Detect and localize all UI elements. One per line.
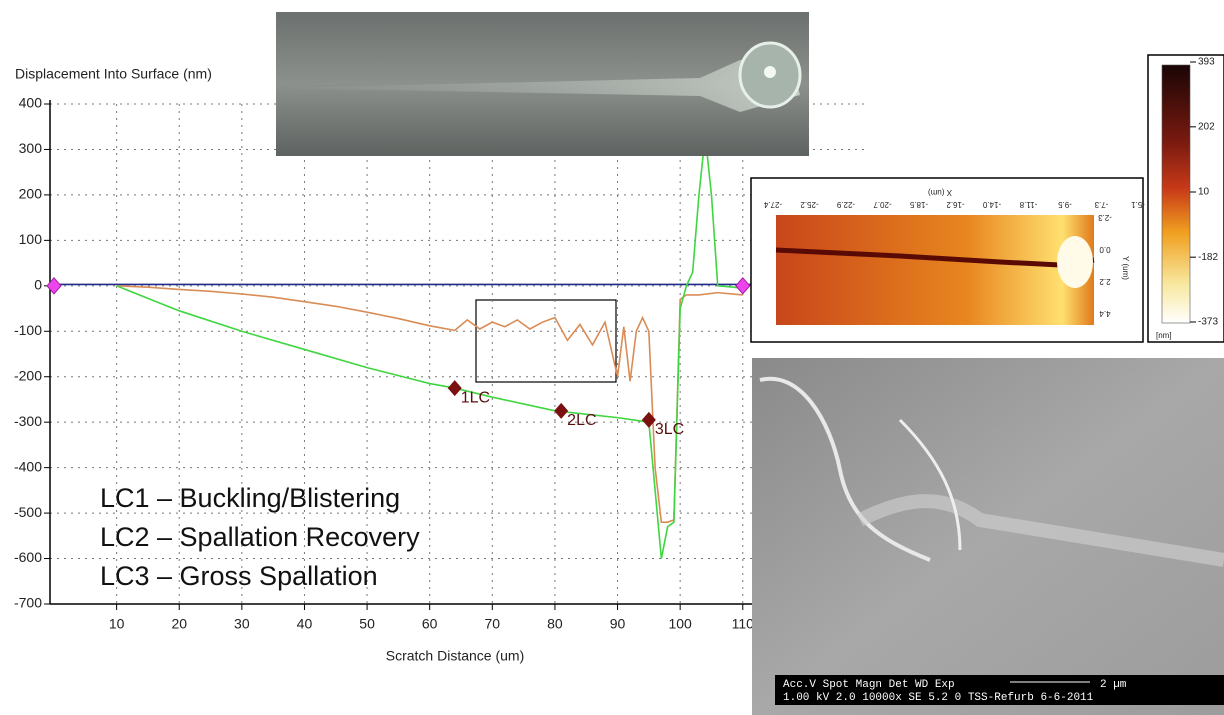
y-tick-label: 100 (19, 231, 43, 247)
afm-x-tick: -11.8 (1019, 200, 1037, 209)
colorbar-tick-label: 202 (1198, 121, 1215, 132)
afm-y-tick: -2.3 (1098, 213, 1112, 222)
optical-image (276, 12, 809, 156)
sem-header: Acc.V Spot Magn Det WD Exp (783, 679, 955, 691)
annotation: LC2 – Spallation Recovery (100, 522, 420, 552)
y-tick-label: -600 (14, 549, 42, 565)
x-tick-label: 50 (359, 616, 375, 632)
x-tick-label: 30 (234, 616, 250, 632)
critical-load-label: 2LC (567, 412, 596, 429)
afm-y-tick: 0.0 (1099, 245, 1111, 254)
y-tick-label: -200 (14, 367, 42, 383)
x-tick-label: 110 (732, 616, 755, 632)
colorbar-tick-label: 10 (1198, 187, 1210, 198)
annotation: LC3 – Gross Spallation (100, 561, 378, 591)
afm-x-tick: -25.2 (800, 200, 819, 209)
colorbar-tick-label: -182 (1198, 252, 1218, 263)
y-tick-label: 300 (19, 140, 43, 156)
end-marker (736, 278, 750, 294)
afm-x-tick: -27.4 (763, 200, 782, 209)
x-tick-label: 70 (485, 616, 501, 632)
end-marker (47, 278, 61, 294)
y-tick-label: -300 (14, 413, 42, 429)
annotation: LC1 – Buckling/Blistering (100, 483, 400, 513)
y-tick-label: -700 (14, 595, 42, 611)
afm-y-tick: 2.2 (1099, 277, 1111, 286)
x-tick-label: 20 (171, 616, 187, 632)
colorbar-unit: [nm] (1156, 331, 1172, 340)
sem-scale: 2 µm (1100, 679, 1127, 691)
critical-load-marker (448, 380, 462, 396)
y-tick-label: 0 (34, 277, 42, 293)
critical-load-label: 1LC (461, 389, 490, 406)
x-tick-label: 60 (422, 616, 438, 632)
critical-load-label: 3LC (655, 421, 684, 438)
critical-load-marker (554, 403, 568, 419)
sem-image: Acc.V Spot Magn Det WD Exp 1.00 kV 2.0 1… (752, 358, 1224, 715)
y-tick-label: 200 (19, 186, 43, 202)
afm-x-tick: -16.2 (946, 200, 965, 209)
x-tick-label: 10 (109, 616, 125, 632)
x-tick-label: 100 (668, 616, 692, 632)
sem-values: 1.00 kV 2.0 10000x SE 5.2 0 TSS-Refurb 6… (783, 692, 1094, 704)
afm-x-tick: -18.5 (909, 200, 928, 209)
afm-x-tick: -5.1 (1131, 200, 1145, 209)
afm-y-tick: 4.4 (1099, 309, 1111, 318)
afm-x-tick: -20.7 (873, 200, 892, 209)
x-tick-label: 90 (610, 616, 626, 632)
x-axis-label: Scratch Distance (um) (386, 648, 524, 664)
afm-x-tick: -22.9 (836, 200, 855, 209)
annotations: LC1 – Buckling/Blistering LC2 – Spallatio… (100, 483, 420, 591)
afm-x-label: X (um) (928, 188, 952, 197)
afm-x-tick: -7.3 (1094, 200, 1108, 209)
afm-x-tick: -14.0 (982, 200, 1001, 209)
afm-x-tick: -9.5 (1058, 200, 1072, 209)
colorbar-tick-label: -373 (1198, 317, 1218, 328)
y-tick-label: 400 (19, 95, 43, 111)
y-tick-label: -400 (14, 458, 42, 474)
x-tick-label: 80 (547, 616, 563, 632)
colorbar-tick-label: 393 (1198, 57, 1215, 68)
y-tick-label: -500 (14, 504, 42, 520)
y-tick-label: -100 (14, 322, 42, 338)
afm-y-label: Y (um) (1121, 256, 1130, 280)
afm-map: -5.1 -7.3 -9.5 -11.8 -14.0 -16.2 -18.5 -20.7 -22… (751, 55, 1224, 342)
y-axis-label: Displacement Into Surface (nm) (15, 66, 212, 82)
x-tick-label: 40 (297, 616, 313, 632)
figure: Displacement Into Surface (nm) Scratch D… (0, 0, 1224, 715)
